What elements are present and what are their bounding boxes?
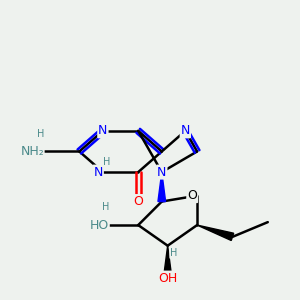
Polygon shape — [158, 172, 166, 202]
Text: H: H — [102, 202, 110, 212]
Text: HO: HO — [89, 219, 109, 232]
Text: N: N — [94, 166, 103, 178]
Text: O: O — [187, 189, 197, 202]
Text: N: N — [157, 166, 167, 178]
Text: N: N — [98, 124, 108, 137]
Text: H: H — [38, 129, 45, 139]
Text: O: O — [133, 195, 143, 208]
Text: NH₂: NH₂ — [20, 145, 44, 158]
Polygon shape — [164, 246, 172, 275]
Text: N: N — [181, 124, 190, 137]
Text: OH: OH — [158, 272, 177, 285]
Text: H: H — [103, 157, 110, 167]
Text: H: H — [170, 248, 177, 258]
Polygon shape — [197, 225, 234, 241]
